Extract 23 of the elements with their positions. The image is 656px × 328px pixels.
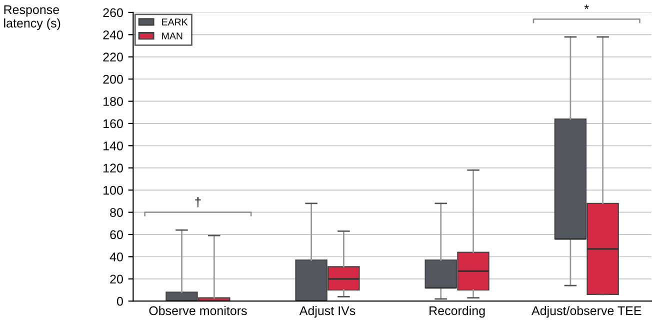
y-tick-label: 140 xyxy=(104,141,123,150)
y-tick-label: 100 xyxy=(104,186,123,195)
x-tick-label: Adjust/observe TEE xyxy=(532,306,642,318)
y-axis-title: Response latency (s) xyxy=(4,5,60,30)
y-tick-label: 260 xyxy=(103,8,123,18)
text: * xyxy=(584,4,589,9)
annotation: † xyxy=(195,197,201,208)
x-tick-label: Recording xyxy=(430,306,485,318)
y-tick-label: 240 xyxy=(103,30,123,40)
y-tick-label: 180 xyxy=(104,97,123,106)
y-tick-label: 0 xyxy=(116,296,123,306)
y-tick-label: 220 xyxy=(103,52,123,62)
y-tick-label: 80 xyxy=(110,208,123,217)
y-tick-label: 40 xyxy=(110,252,123,262)
x-tick-label: Adjust IVs xyxy=(299,306,356,318)
y-tick-label: 20 xyxy=(110,274,123,284)
y-tick-label: 120 xyxy=(104,164,123,173)
legend-label: MAN xyxy=(162,32,182,40)
y-tick-label: 200 xyxy=(103,74,123,84)
y-tick-label: 160 xyxy=(104,119,123,128)
legend-label: EARK xyxy=(162,18,188,26)
y-tick-label: 60 xyxy=(110,230,123,240)
x-tick-label: Observe monitors xyxy=(149,306,247,316)
